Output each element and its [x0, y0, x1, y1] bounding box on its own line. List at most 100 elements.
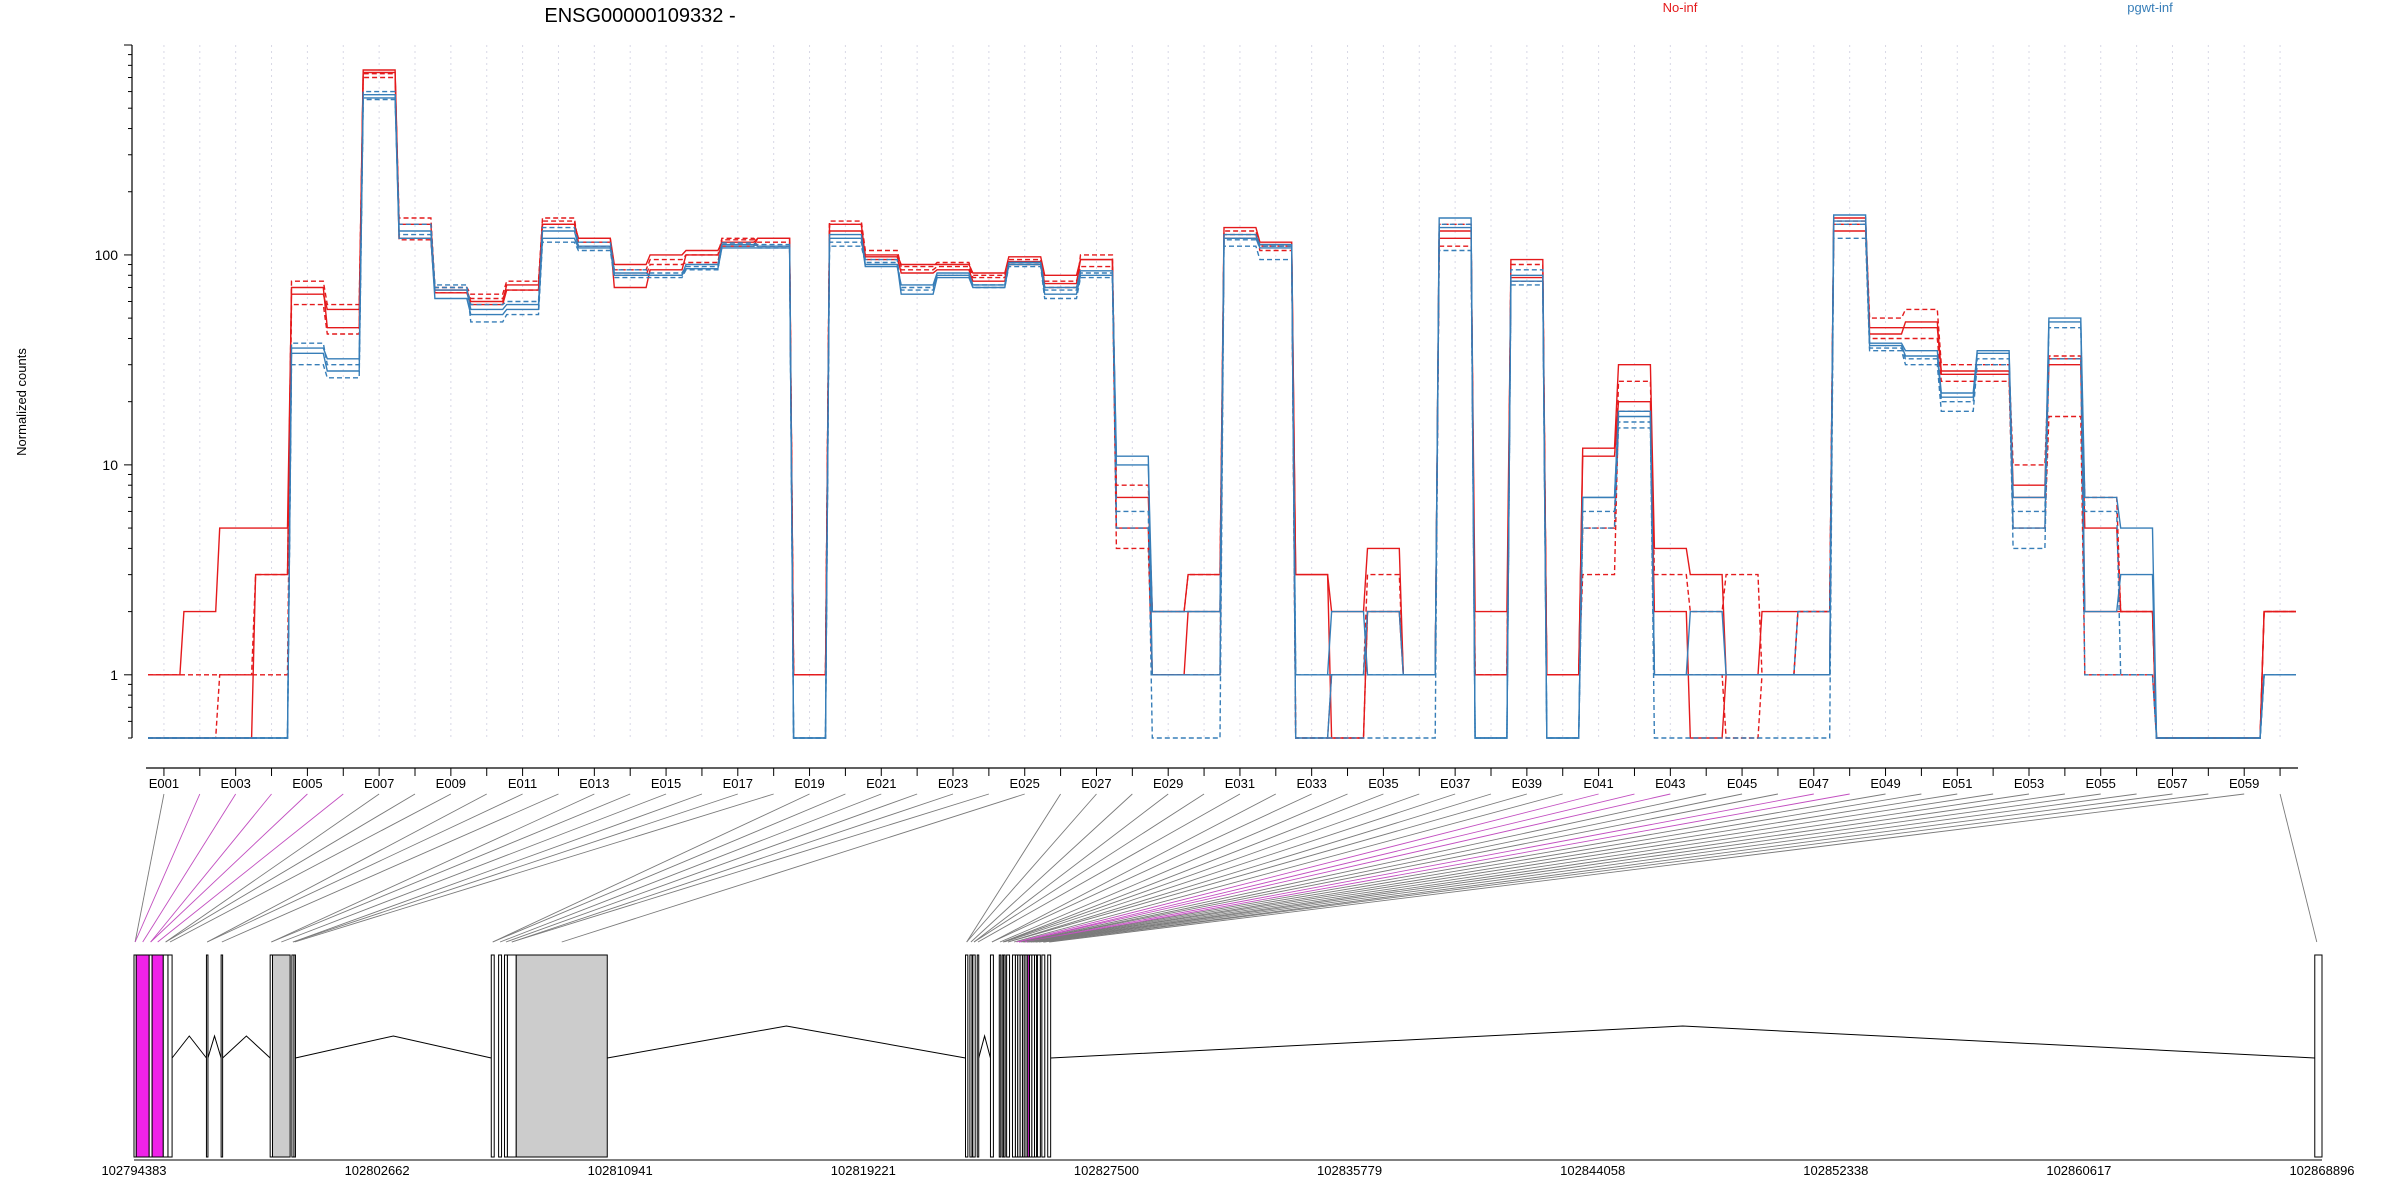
x-tick-label: E045: [1727, 776, 1757, 791]
coordinate-tick-label: 102802662: [345, 1163, 410, 1178]
exon-connector: [1035, 793, 2101, 943]
exon-connector: [1018, 793, 1671, 943]
series-lines: [148, 69, 2296, 739]
exon-block: [205, 954, 209, 1158]
exon-connector: [150, 793, 272, 943]
exon-connector: [1016, 793, 1599, 943]
coordinate-tick-label: 102810941: [588, 1163, 653, 1178]
exon-block: [976, 954, 980, 1158]
coordinate-tick-label: 102860617: [2046, 1163, 2111, 1178]
x-tick-label: E021: [866, 776, 896, 791]
exon-block: [972, 954, 976, 1158]
exon-connector: [970, 793, 1133, 943]
x-tick-label: E009: [436, 776, 466, 791]
x-tick-label: E011: [508, 776, 537, 791]
exon-block: [1003, 954, 1006, 1158]
exon-connectors: [134, 793, 2318, 943]
exon-connector: [1035, 793, 2065, 943]
x-tick-label: E037: [1440, 776, 1470, 791]
exon-connector: [499, 793, 882, 943]
exon-connector: [1007, 793, 1527, 943]
x-tick-label: E053: [2014, 776, 2044, 791]
exon-connector: [1023, 793, 1743, 943]
gridlines: [163, 45, 2281, 738]
exon-connector: [966, 793, 1061, 943]
coordinate-tick-label: 102844058: [1560, 1163, 1625, 1178]
gene-model: [133, 954, 2323, 1158]
x-tick-label: E003: [220, 776, 250, 791]
exon-block: [1006, 954, 1011, 1158]
intron-line: [171, 1035, 207, 1059]
exon-connector: [271, 793, 631, 943]
intron-line: [222, 1035, 271, 1059]
exon-connector: [1007, 793, 1492, 943]
exon-block: [151, 954, 164, 1158]
exon-block: [162, 954, 169, 1158]
exon-connector: [169, 793, 452, 943]
exon-connector: [206, 793, 523, 943]
exon-connector: [973, 793, 1169, 943]
intron-line: [207, 1034, 222, 1059]
exon-connector: [1025, 793, 1814, 943]
exon-block: [989, 954, 994, 1158]
exon-block: [135, 954, 150, 1158]
x-tick-label: E013: [579, 776, 609, 791]
exon-block: [220, 954, 224, 1158]
intron-line: [607, 1025, 966, 1059]
exon-block: [515, 954, 608, 1158]
exon-connector: [511, 793, 954, 943]
x-tick-label: E035: [1368, 776, 1398, 791]
coordinate-tick-label: 102794383: [101, 1163, 166, 1178]
exon-block: [272, 954, 291, 1158]
exon-connector: [142, 793, 237, 943]
chart-title: ENSG00000109332 -: [544, 5, 735, 27]
intron-line: [978, 1034, 991, 1059]
exon-connector: [134, 793, 165, 943]
x-tick-label: E025: [1010, 776, 1040, 791]
x-tick-label: E039: [1512, 776, 1542, 791]
exon-block: [1034, 954, 1038, 1158]
exon-block: [498, 954, 503, 1158]
x-tick-label: E005: [292, 776, 322, 791]
exon-connector: [999, 793, 1348, 943]
exon-connector: [1026, 793, 1886, 943]
exon-connector: [281, 793, 667, 943]
exon-connector: [157, 793, 344, 943]
axes: 1 10 100 E001 E003 E005 E007 E009 E011 E013 E015 E0…: [95, 44, 2355, 1178]
y-tick-label: 1: [110, 667, 118, 683]
exon-connector: [1026, 793, 1850, 943]
exon-connector: [206, 793, 487, 943]
exon-connector: [991, 793, 1277, 943]
x-tick-label: E047: [1799, 776, 1829, 791]
x-tick-label: E051: [1942, 776, 1972, 791]
exon-connector: [165, 793, 380, 943]
exon-connector: [1028, 793, 1922, 943]
exon-connector: [492, 793, 810, 943]
exon-connector: [1038, 793, 2137, 943]
exon-connector: [221, 793, 559, 943]
x-tick-label: E041: [1583, 776, 1613, 791]
exon-connector: [271, 793, 595, 943]
intron-line: [295, 1035, 492, 1059]
y-axis-label: Normalized counts: [14, 348, 29, 456]
exon-connector: [973, 793, 1205, 943]
series-line-pgwt-inf: [148, 97, 2296, 739]
exon-connector: [1002, 793, 1384, 943]
exon-connector: [1049, 793, 2245, 943]
exon-block: [965, 954, 969, 1158]
exon-connector: [1021, 793, 1707, 943]
exon-connector: [292, 793, 703, 943]
coordinate-tick-label: 102835779: [1317, 1163, 1382, 1178]
exon-connector: [165, 793, 416, 943]
x-tick-label: E023: [938, 776, 968, 791]
exon-block: [167, 954, 173, 1158]
exon-connector: [511, 793, 989, 943]
intron-line: [1050, 1025, 2315, 1059]
y-tick-label: 10: [102, 457, 118, 473]
exon-block: [490, 954, 495, 1158]
exon-connector: [1043, 793, 2209, 943]
exon-connector: [294, 793, 774, 943]
x-tick-label: E057: [2157, 776, 2187, 791]
exon-connector: [134, 793, 201, 943]
